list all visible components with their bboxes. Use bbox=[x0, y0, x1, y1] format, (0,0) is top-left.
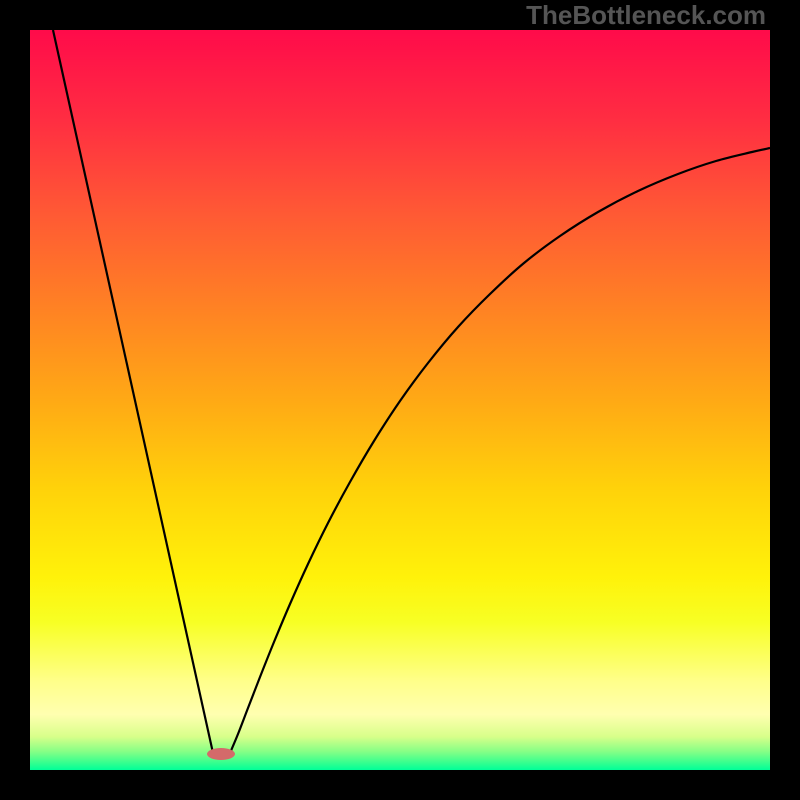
bottleneck-chart bbox=[30, 30, 770, 770]
plot-area bbox=[30, 30, 770, 770]
watermark-text: TheBottleneck.com bbox=[526, 0, 766, 31]
bottleneck-marker bbox=[207, 748, 235, 760]
